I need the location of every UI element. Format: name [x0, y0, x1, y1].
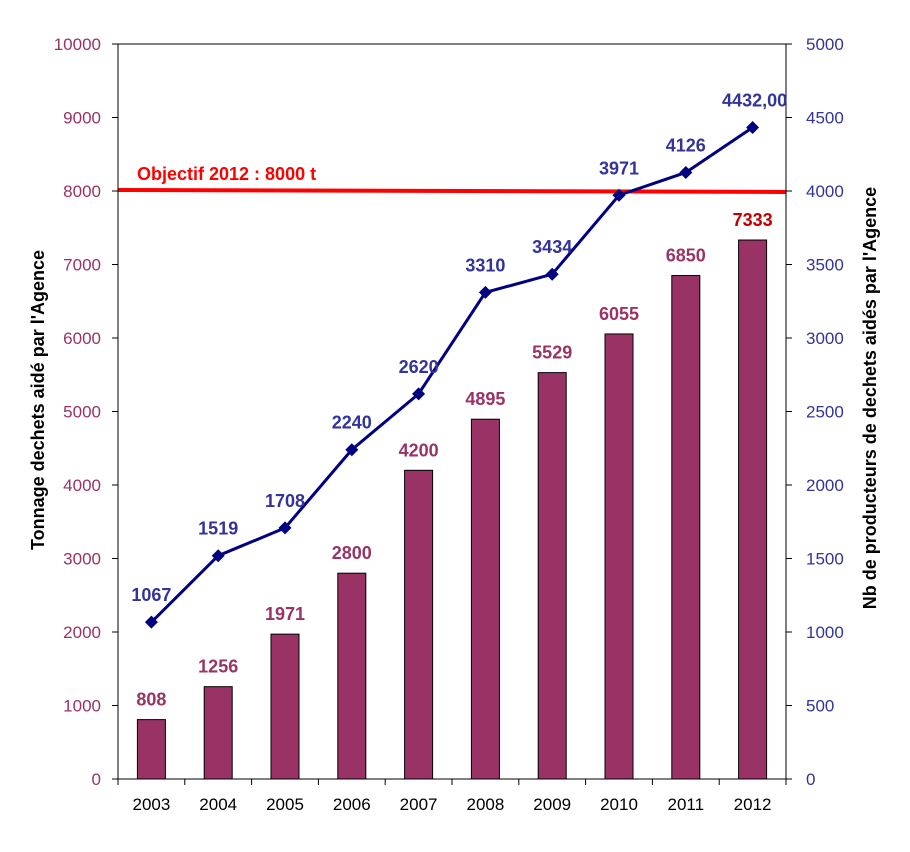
bar-value-label: 6850 [666, 246, 706, 266]
bar [470, 418, 500, 780]
y-tick-left-label: 1000 [63, 697, 101, 716]
bar-value-label: 6055 [599, 304, 639, 324]
y-tick-right-label: 1500 [806, 550, 844, 569]
x-tick-label: 2004 [199, 795, 237, 814]
x-tick-label: 2007 [400, 795, 438, 814]
y-tick-left-label: 3000 [63, 550, 101, 569]
y-tick-right-label: 3500 [806, 256, 844, 275]
line-point [545, 267, 559, 281]
line-value-label: 1519 [198, 519, 238, 539]
line-point [612, 188, 626, 202]
y-tick-right-label: 2500 [806, 403, 844, 422]
y-tick-right-label: 3000 [806, 329, 844, 348]
x-tick-label: 2010 [600, 795, 638, 814]
line-value-label: 4432,00 [722, 90, 787, 110]
line-series-group [144, 120, 760, 629]
labels-group: 808 1256 1971 2800 4200 4895 5529 6055 6850 7333 1… [131, 90, 787, 709]
line-point [211, 549, 225, 563]
bar [738, 239, 768, 780]
line-value-label: 2620 [399, 357, 439, 377]
bars-group [136, 239, 768, 780]
y-tick-right-label: 4500 [806, 109, 844, 128]
y-tick-right-label: 2000 [806, 476, 844, 495]
y-tick-left-label: 6000 [63, 329, 101, 348]
y-tick-left-label: 8000 [63, 182, 101, 201]
target-line [117, 188, 787, 194]
y-tick-right-label: 0 [806, 770, 815, 789]
line-value-label: 2240 [332, 413, 372, 433]
bar-value-label: 4200 [399, 440, 439, 460]
x-tick-label: 2008 [466, 795, 504, 814]
target-line-group: Objectif 2012 : 8000 t [117, 164, 787, 194]
y-axis-right-title: Nb de producteurs de dechets aidés par l… [860, 187, 880, 609]
bar-value-label: 5529 [532, 343, 572, 363]
axes-group: 0100020003000400050006000700080009000100… [54, 35, 844, 814]
y-tick-left-label: 0 [92, 770, 101, 789]
line-point [345, 443, 359, 457]
y-tick-right-label: 4000 [806, 182, 844, 201]
bar [671, 275, 701, 780]
bar-value-label: 808 [136, 690, 166, 710]
line-value-label: 3310 [465, 255, 505, 275]
y-tick-left-label: 2000 [63, 623, 101, 642]
y-tick-right-label: 1000 [806, 623, 844, 642]
line-value-label: 3971 [599, 158, 639, 178]
line-point [412, 387, 426, 401]
line-value-label: 1708 [265, 491, 305, 511]
bar-value-label: 4895 [465, 389, 505, 409]
y-tick-left-label: 10000 [54, 35, 101, 54]
x-tick-label: 2012 [734, 795, 772, 814]
bar [537, 372, 567, 780]
line-value-label: 3434 [532, 237, 572, 257]
y-tick-right-label: 500 [806, 697, 834, 716]
bar [203, 686, 233, 780]
y-tick-left-label: 7000 [63, 256, 101, 275]
x-tick-label: 2011 [668, 795, 705, 814]
x-tick-label: 2006 [333, 795, 371, 814]
line-point [278, 521, 292, 535]
bar-value-label: 7333 [733, 210, 773, 230]
line-point [679, 165, 693, 179]
bar [404, 469, 434, 780]
x-tick-label: 2009 [533, 795, 571, 814]
y-axis-left-title: Tonnage dechets aidé par l'Agence [28, 250, 48, 550]
line-value-label: 4126 [666, 135, 706, 155]
bar [136, 719, 166, 780]
line-point [746, 120, 760, 134]
bar-value-label: 1256 [198, 657, 238, 677]
bar [337, 572, 367, 780]
x-tick-label: 2003 [132, 795, 170, 814]
y-tick-left-label: 4000 [63, 476, 101, 495]
bar-value-label: 2800 [332, 543, 372, 563]
y-tick-right-label: 5000 [806, 35, 844, 54]
bar-value-label: 1971 [265, 604, 305, 624]
y-tick-left-label: 9000 [63, 109, 101, 128]
line-point [478, 285, 492, 299]
y-tick-left-label: 5000 [63, 403, 101, 422]
x-tick-label: 2005 [266, 795, 304, 814]
bar [270, 633, 300, 780]
line-point [144, 615, 158, 629]
line-series [150, 126, 754, 624]
bar [604, 333, 634, 780]
target-line-label: Objectif 2012 : 8000 t [137, 164, 316, 184]
line-value-label: 1067 [131, 585, 171, 605]
